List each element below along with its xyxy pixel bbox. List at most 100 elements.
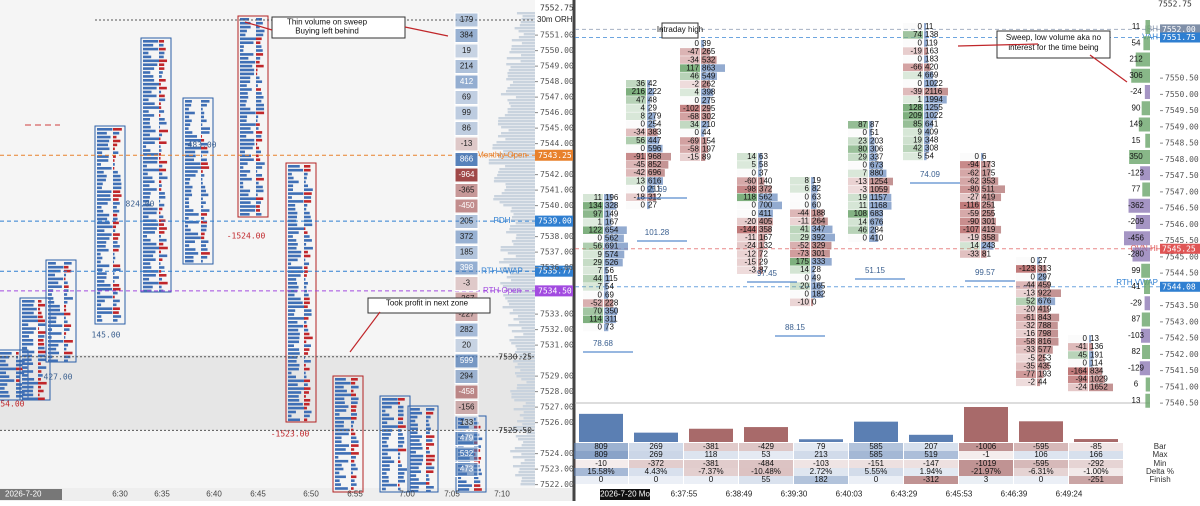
volume-profile-bar (521, 480, 535, 483)
footprint-ask-bar (159, 67, 165, 70)
footprint-ask-bar (159, 281, 168, 285)
fp-volume: 39 (702, 39, 711, 48)
volume-profile-bar (509, 264, 535, 267)
delta-shade (583, 283, 603, 291)
footprint-ask-bar (159, 172, 163, 176)
footprint-bid-bar (185, 162, 201, 165)
footprint-bid-bar (48, 277, 64, 281)
footprint-ask-bar (113, 170, 118, 174)
footprint-ask-bar (16, 352, 19, 355)
footprint-bid-bar (97, 252, 101, 256)
stats-value: -21.97% (971, 467, 1001, 476)
footprint-bid-bar (143, 59, 160, 63)
footprint-bid-bar (143, 180, 155, 183)
left-time-axis-bg (0, 488, 573, 501)
footprint-bid-bar (97, 182, 103, 186)
volume-profile-bar (519, 468, 535, 471)
footprint-bid-bar (143, 176, 153, 180)
volume-profile-bar (499, 168, 535, 171)
volume-bar (1089, 351, 1094, 359)
stats-cell (629, 460, 683, 468)
footprint-ask-bar (113, 229, 116, 232)
delta-cell (454, 167, 479, 183)
footprint-bid-bar (143, 215, 149, 219)
volume-bar (811, 298, 813, 307)
stats-value: 0 (599, 475, 604, 484)
fp-volume: 165 (812, 281, 826, 290)
fp-volume: 419 (982, 193, 996, 202)
footprint-bid-bar (22, 339, 34, 342)
footprint-bid-bar (185, 244, 190, 247)
volume-bar (647, 104, 650, 112)
footprint-bid-bar (410, 447, 423, 450)
footprint-bid-bar (288, 262, 292, 266)
volume-profile-bar (497, 123, 535, 126)
stats-cell (739, 468, 793, 476)
stats-row-label: Finish (1149, 475, 1170, 484)
fp-volume: 51 (870, 128, 879, 137)
fp-volume: 13 (1090, 334, 1099, 343)
delta-value: 82 (1132, 347, 1141, 356)
footprint-bid-bar (22, 370, 34, 373)
footprint-bid-bar (335, 487, 348, 490)
stats-value: -251 (1088, 475, 1105, 484)
level-name: RTH Open (483, 286, 521, 295)
volume-bar (604, 218, 612, 226)
volume-profile-bar (517, 363, 535, 366)
footprint-bid-bar (240, 111, 256, 115)
volume-bar (701, 121, 709, 129)
footprint-bid-bar (143, 121, 150, 125)
footprint-ask-bar (159, 40, 165, 43)
delta-value: -458 (458, 387, 475, 396)
footprint-bid-bar (410, 450, 416, 454)
footprint-ask-bar (201, 228, 207, 232)
footprint-ask-bar (304, 414, 310, 418)
fp-volume: 358 (759, 225, 773, 234)
footprint-bid-bar (143, 145, 147, 148)
footprint-ask-bar (351, 413, 358, 416)
delta-shade (903, 71, 923, 80)
footprint-bid-bar (0, 359, 6, 363)
volume-bar (647, 193, 657, 201)
fp-delta: 0 (1031, 256, 1036, 265)
footprint-bid-bar (410, 482, 427, 485)
footprint-bid-bar (240, 197, 257, 200)
footprint-bid-bar (22, 307, 37, 311)
delta-shade (737, 209, 757, 218)
delta-shade (680, 137, 700, 145)
volume-bar (924, 95, 947, 104)
footprint-bid-bar (48, 273, 55, 277)
footprint-ask-bar (159, 231, 165, 234)
volume-profile-bar (502, 306, 535, 309)
volume-profile-bar (524, 459, 535, 462)
footprint-ask-bar (38, 331, 46, 334)
fp-delta: 36 (636, 79, 645, 88)
footprint-ask-bar (113, 217, 118, 221)
footprint-ask-bar (159, 47, 166, 51)
volume-profile-bar (516, 12, 535, 15)
volume-bar (1037, 346, 1053, 354)
volume-profile-bar (515, 237, 535, 240)
footprint-ask-bar (351, 475, 357, 479)
volume-bar (647, 96, 651, 104)
volume-bar (811, 258, 832, 266)
footprint-ask-bar (304, 363, 306, 367)
delta-shade (583, 266, 603, 275)
footprint-bid-bar (97, 190, 112, 193)
volume-profile-bar (521, 327, 535, 330)
fp-volume: 1022 (925, 79, 943, 88)
delta-shade (583, 210, 603, 218)
footprint-bid-bar (335, 448, 346, 451)
volume-profile-bar (521, 378, 535, 381)
footprint-ask-bar (159, 129, 168, 133)
footprint-bid-bar (22, 342, 34, 346)
fp-delta: 9 (918, 127, 923, 136)
delta-cell (454, 462, 479, 477)
delta-shade (903, 152, 923, 161)
volume-bar (1089, 375, 1105, 384)
volume-profile-bar (499, 201, 535, 204)
volume-bar (604, 299, 614, 307)
fp-delta: 14 (970, 241, 979, 250)
footprint-bid-bar (48, 332, 62, 335)
footprint-ask-bar (201, 185, 206, 189)
